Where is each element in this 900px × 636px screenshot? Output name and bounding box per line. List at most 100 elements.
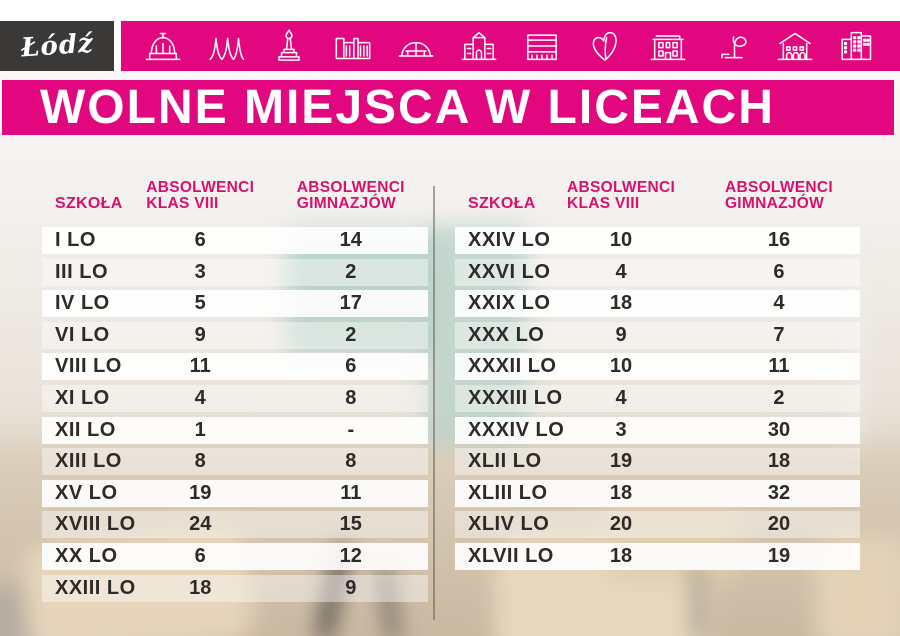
school-cell: XXIII LO: [55, 576, 136, 599]
table-row: XX LO 6 12: [42, 542, 428, 570]
table-row: XXX LO 9 7: [455, 321, 860, 349]
table-row: XLII LO 19 18: [455, 448, 860, 476]
table-row: XI LO 4 8: [42, 384, 428, 412]
school-cell: IV LO: [55, 292, 110, 315]
school-cell: XII LO: [55, 418, 116, 441]
school-cell: XX LO: [55, 544, 118, 567]
klas-viii-cell: 18: [609, 292, 633, 315]
klas-viii-cell: 4: [615, 260, 627, 283]
gimnazjow-cell: 14: [339, 229, 362, 251]
table-row: XXXIV LO 3 30: [455, 416, 860, 444]
gimnazjow-cell: 32: [767, 481, 791, 504]
gimnazjow-cell: 8: [345, 450, 357, 473]
table-header-row: SZKOŁA ABSOLWENCI KLAS VIII ABSOLWENCI G…: [42, 178, 428, 212]
table-row: XIII LO 8 8: [42, 448, 428, 476]
fala-slide-icon: [712, 26, 752, 66]
klas-viii-cell: 6: [194, 229, 206, 251]
table-row: XXIII LO 18 9: [42, 574, 428, 602]
table-row: VIII LO 11 6: [42, 353, 428, 381]
left-school-table: SZKOŁA ABSOLWENCI KLAS VIII ABSOLWENCI G…: [42, 178, 428, 606]
gimnazjow-cell: 2: [773, 386, 785, 409]
gimnazjow-cell: -: [347, 418, 355, 441]
school-cell: XXXII LO: [468, 355, 557, 378]
gimnazjow-cell: 30: [767, 418, 791, 441]
table-row: XXIX LO 18 4: [455, 290, 860, 318]
table-row: XLVII LO 18 19: [455, 542, 860, 570]
manufaktura-gate-icon: [459, 26, 499, 66]
gimnazjow-cell: 8: [345, 386, 357, 409]
tenement-building-icon: [838, 26, 878, 66]
klas-viii-cell: 5: [194, 292, 206, 315]
klas-viii-cell: 4: [194, 386, 206, 409]
school-cell: XLVII LO: [468, 544, 554, 567]
klas-viii-cell: 19: [189, 481, 212, 504]
gimnazjow-cell: 2: [345, 260, 357, 283]
klas-viii-cell: 9: [615, 323, 627, 346]
factory-complex-icon: [333, 26, 373, 66]
header-klas-viii: ABSOLWENCI KLAS VIII: [567, 179, 676, 212]
table-row: XLIII LO 18 32: [455, 479, 860, 507]
page-title: WOLNE MIEJSCA W LICEACH: [40, 81, 775, 134]
table-row: XLIV LO 20 20: [455, 511, 860, 539]
table-row: IV LO 5 17: [42, 290, 428, 318]
gimnazjow-cell: 19: [767, 544, 791, 567]
klas-viii-cell: 18: [189, 576, 212, 599]
table-row: III LO 3 2: [42, 258, 428, 286]
gimnazjow-cell: 2: [345, 323, 357, 346]
table-row: XXVI LO 4 6: [455, 258, 860, 286]
railway-station-icon: [143, 26, 183, 66]
header-gimnazjow: ABSOLWENCI GIMNAZJÓW: [724, 179, 834, 212]
table-rows: XXIV LO 10 16 XXVI LO 4 6 XXIX LO 18 4 X…: [455, 227, 860, 570]
school-cell: XXX LO: [468, 323, 545, 346]
table-divider-line: [433, 186, 435, 620]
table-row: XVIII LO 24 15: [42, 511, 428, 539]
table-row: XXIV LO 10 16: [455, 227, 860, 254]
arcade-villa-icon: [775, 26, 815, 66]
school-cell: XV LO: [55, 481, 118, 504]
school-cell: I LO: [55, 229, 96, 251]
school-cell: XLIII LO: [468, 481, 548, 504]
klas-viii-cell: 18: [609, 481, 633, 504]
gimnazjow-cell: 7: [773, 323, 785, 346]
header-school: SZKOŁA: [468, 195, 536, 212]
klas-viii-cell: 1: [194, 418, 206, 441]
school-cell: XLII LO: [468, 450, 542, 473]
klas-viii-cell: 6: [194, 544, 206, 567]
liberty-monument-icon: [269, 26, 309, 66]
klas-viii-cell: 3: [194, 260, 206, 283]
gimnazjow-cell: 12: [339, 544, 362, 567]
school-cell: XI LO: [55, 386, 110, 409]
landmark-icon-bar: [121, 21, 900, 71]
klas-viii-cell: 10: [609, 355, 633, 378]
table-row: XII LO 1 -: [42, 416, 428, 444]
school-cell: XXIV LO: [468, 229, 551, 251]
school-cell: XIII LO: [55, 450, 122, 473]
gimnazjow-cell: 18: [767, 450, 791, 473]
header-gimnazjow: ABSOLWENCI GIMNAZJÓW: [296, 179, 405, 212]
klas-viii-cell: 24: [189, 513, 212, 536]
header-klas-viii: ABSOLWENCI KLAS VIII: [146, 179, 255, 212]
table-row: XXXII LO 10 11: [455, 353, 860, 381]
textile-factory-icon: [522, 26, 562, 66]
klas-viii-cell: 3: [615, 418, 627, 441]
gimnazjow-cell: 20: [767, 513, 791, 536]
atlas-arena-icon: [396, 26, 436, 66]
gimnazjow-cell: 6: [773, 260, 785, 283]
heart-leaf-icon: [585, 26, 625, 66]
gimnazjow-cell: 15: [339, 513, 362, 536]
school-cell: III LO: [55, 260, 108, 283]
gimnazjow-cell: 6: [345, 355, 357, 378]
table-rows: I LO 6 14 III LO 3 2 IV LO 5 17 VI LO 9 …: [42, 227, 428, 602]
fabryczna-canopy-icon: [206, 26, 246, 66]
klas-viii-cell: 10: [609, 229, 633, 251]
klas-viii-cell: 4: [615, 386, 627, 409]
gimnazjow-cell: 11: [340, 481, 362, 504]
klas-viii-cell: 18: [609, 544, 633, 567]
school-cell: XLIV LO: [468, 513, 550, 536]
table-row: VI LO 9 2: [42, 321, 428, 349]
klas-viii-cell: 9: [194, 323, 206, 346]
gimnazjow-cell: 11: [768, 355, 790, 378]
table-row: I LO 6 14: [42, 227, 428, 254]
table-header-row: SZKOŁA ABSOLWENCI KLAS VIII ABSOLWENCI G…: [455, 178, 860, 212]
